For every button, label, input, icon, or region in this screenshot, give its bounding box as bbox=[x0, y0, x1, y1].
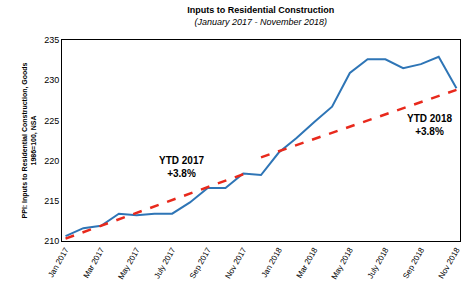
svg-text:Jan 2017: Jan 2017 bbox=[46, 246, 71, 279]
svg-text:July 2018: July 2018 bbox=[366, 246, 391, 281]
svg-text:YTD 2018+3.8%: YTD 2018+3.8% bbox=[407, 113, 452, 137]
svg-text:Jan 2018: Jan 2018 bbox=[260, 246, 285, 279]
svg-text:YTD 2017+3.8%: YTD 2017+3.8% bbox=[159, 155, 204, 179]
svg-text:Nov 2018: Nov 2018 bbox=[437, 246, 462, 281]
svg-text:220: 220 bbox=[44, 156, 59, 166]
svg-text:Sep 2017: Sep 2017 bbox=[188, 246, 213, 281]
svg-text:215: 215 bbox=[44, 196, 59, 206]
svg-text:Inputs to Residential Construc: Inputs to Residential Construction(Janua… bbox=[187, 5, 334, 27]
svg-text:Mar 2018: Mar 2018 bbox=[295, 246, 320, 280]
svg-text:May 2018: May 2018 bbox=[330, 246, 356, 281]
svg-text:Sep 2018: Sep 2018 bbox=[401, 246, 426, 281]
svg-text:May 2017: May 2017 bbox=[116, 246, 142, 281]
svg-text:PPI: Inputs to Residential Con: PPI: Inputs to Residential Construction,… bbox=[21, 62, 38, 218]
svg-text:230: 230 bbox=[44, 75, 59, 85]
svg-text:Nov 2017: Nov 2017 bbox=[224, 246, 249, 281]
svg-text:July 2017: July 2017 bbox=[152, 246, 177, 281]
svg-text:210: 210 bbox=[44, 236, 59, 246]
svg-text:235: 235 bbox=[44, 35, 59, 45]
svg-text:225: 225 bbox=[44, 116, 59, 126]
svg-text:Mar 2017: Mar 2017 bbox=[82, 246, 107, 280]
